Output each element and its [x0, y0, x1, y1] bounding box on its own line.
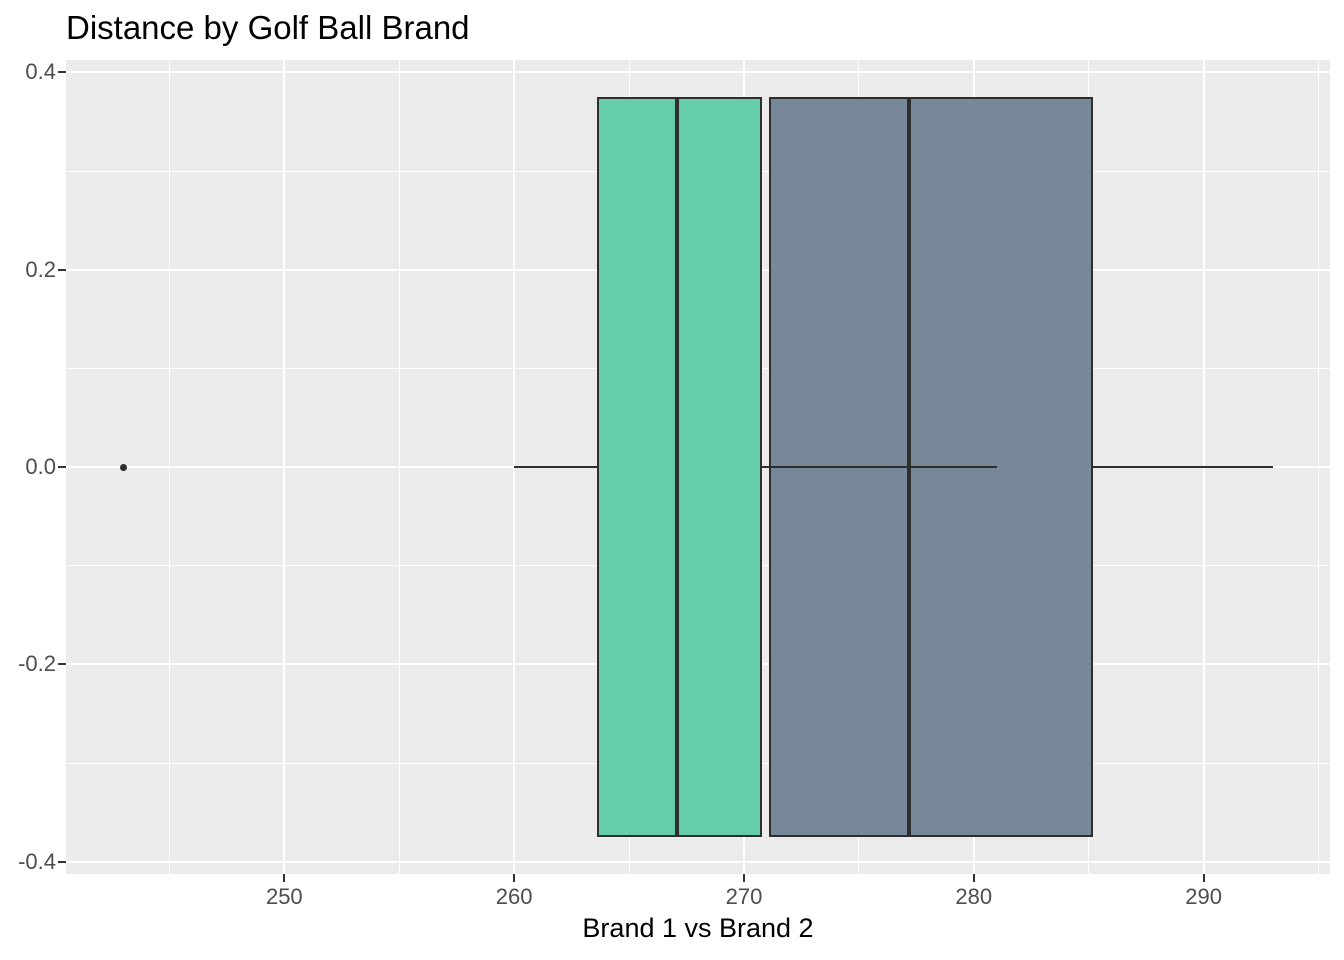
x-tick-label: 280	[955, 884, 993, 909]
whisker-brand-1	[514, 466, 597, 468]
plot-title: Distance by Golf Ball Brand	[66, 9, 470, 46]
median-line-brand-1	[675, 97, 680, 837]
boxplot-box-brand-1	[596, 97, 763, 837]
x-tick-label: 270	[725, 884, 763, 909]
x-tick-label: 250	[265, 884, 303, 909]
y-tick-label: 0.0	[25, 454, 56, 479]
y-tick-label: 0.4	[25, 59, 56, 85]
x-tick-mark	[972, 874, 975, 882]
x-tick-mark	[742, 874, 745, 882]
y-tick-label: 0.2	[25, 256, 56, 282]
y-tick-label: -0.4	[18, 848, 56, 874]
x-tick-mark	[1202, 874, 1205, 882]
gridline-y-major	[66, 860, 1330, 863]
y-tick-mark	[58, 71, 66, 74]
y-tick-mark	[58, 268, 66, 271]
x-tick-mark	[513, 874, 516, 882]
y-tick-label: -0.2	[18, 651, 56, 677]
x-axis-title: Brand 1 vs Brand 2	[582, 913, 814, 943]
outlier-point-brand-1	[119, 463, 127, 471]
y-tick-mark	[58, 466, 66, 468]
x-tick-mark	[283, 874, 286, 882]
plot-panel	[66, 60, 1330, 874]
x-tick-label: 290	[1185, 884, 1222, 909]
whisker-brand-1	[762, 466, 997, 468]
gridline-y-major	[66, 71, 1330, 74]
y-tick-mark	[58, 663, 66, 666]
x-tick-label: 260	[495, 884, 533, 909]
whisker-brand-2	[1093, 466, 1273, 468]
y-tick-mark	[58, 860, 66, 863]
